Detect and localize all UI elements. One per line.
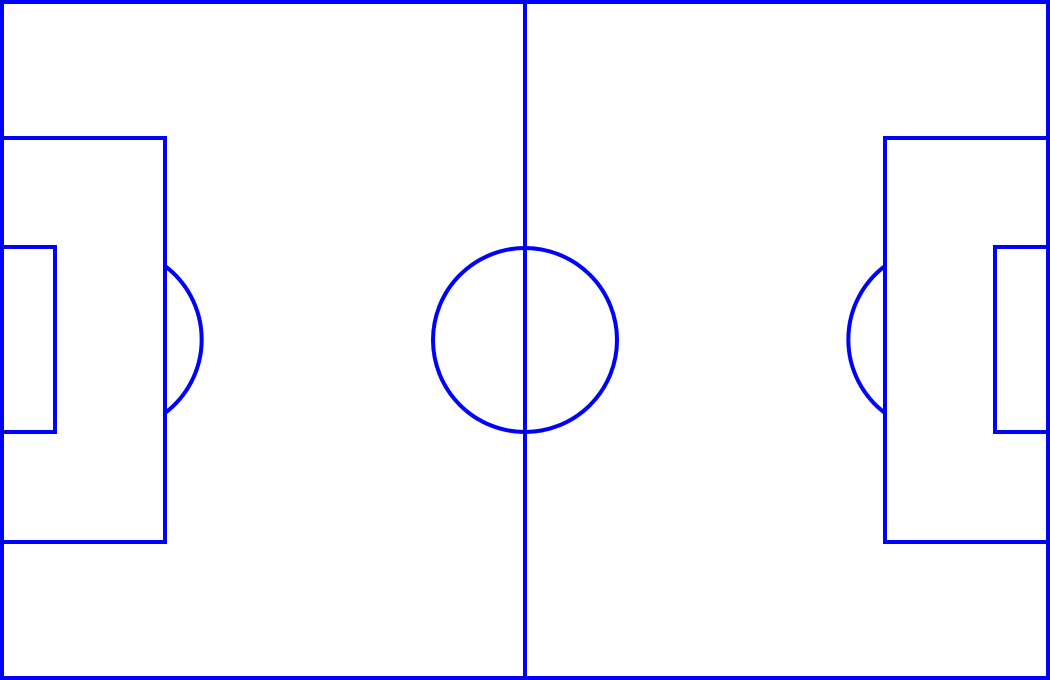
right-goal-area [993,245,1048,434]
left-penalty-arc [163,264,204,415]
left-goal-area [2,245,57,434]
right-penalty-arc [846,264,887,415]
left-penalty-area [2,136,167,544]
center-circle [431,246,619,434]
right-penalty-area [883,136,1048,544]
